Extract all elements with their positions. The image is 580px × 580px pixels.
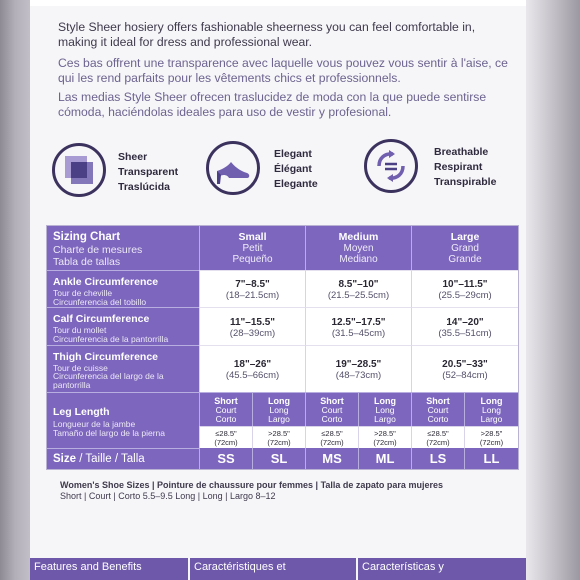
leg-length-short-header: Short Court Corto (199, 392, 252, 426)
column-large: Large Grand Grande (411, 226, 518, 270)
column-small: Small Petit Pequeño (199, 226, 305, 270)
sheer-squares-icon (52, 143, 106, 197)
leg-length-long-value: >28.5" (72cm) (358, 426, 411, 448)
calf-small-value: 11"–15.5" (28–39cm) (199, 307, 305, 345)
features-benefits-bar: Features and Benefits Caractéristiques e… (30, 558, 526, 580)
features-bar-french: Caractéristiques et (194, 561, 286, 573)
row-leg-length: Leg Length Longueur de la jambe Tamaño d… (47, 392, 199, 448)
leg-length-long-header: Long Long Largo (358, 392, 411, 426)
row-ankle-circumference: Ankle Circumference Tour de cheville Cir… (47, 270, 199, 307)
leg-length-short-value: ≤28.5" (72cm) (411, 426, 464, 448)
description-english: Style Sheer hosiery offers fashionable s… (58, 20, 476, 49)
features-bar-english: Features and Benefits (34, 561, 142, 573)
leg-length-short-header: Short Court Corto (305, 392, 358, 426)
feature-breathable-label: Breathable Respirant Transpirable (434, 146, 497, 188)
box-right-side (526, 0, 580, 580)
size-code-ml: ML (358, 448, 411, 469)
row-thigh-circumference: Thigh Circumference Tour de cuisse Circu… (47, 345, 199, 392)
thigh-large-value: 20.5"–33" (52–84cm) (411, 345, 518, 392)
leg-length-long-header: Long Long Largo (252, 392, 305, 426)
leg-length-long-value: >28.5" (72cm) (252, 426, 305, 448)
leg-length-short-value: ≤28.5" (72cm) (305, 426, 358, 448)
high-heel-shoe-icon (206, 141, 260, 195)
size-code-ll: LL (464, 448, 518, 469)
thigh-medium-value: 19"–28.5" (48–73cm) (305, 345, 411, 392)
leg-length-short-header: Short Court Corto (411, 392, 464, 426)
box-left-side (0, 0, 30, 580)
calf-medium-value: 12.5"–17.5" (31.5–45cm) (305, 307, 411, 345)
size-code-ss: SS (199, 448, 252, 469)
leg-length-long-value: >28.5" (72cm) (464, 426, 518, 448)
feature-sheer-label: Sheer Transparent Traslúcida (118, 151, 179, 193)
description-spanish: Las medias Style Sheer ofrecen traslucid… (58, 90, 487, 119)
row-size: Size / Taille / Talla (47, 448, 199, 469)
ankle-large-value: 10"–11.5" (25.5–29cm) (411, 270, 518, 307)
leg-length-short-value: ≤28.5" (72cm) (199, 426, 252, 448)
leg-length-long-header: Long Long Largo (464, 392, 518, 426)
hosiery-box-back: Style Sheer hosiery offers fashionable s… (30, 0, 526, 580)
size-code-ls: LS (411, 448, 464, 469)
sizing-chart-title: Sizing Chart Charte de mesures Tabla de … (47, 226, 199, 270)
description-french: Ces bas offrent une transparence avec la… (58, 56, 508, 85)
ankle-medium-value: 8.5"–10" (21.5–25.5cm) (305, 270, 411, 307)
calf-large-value: 14"–20" (35.5–51cm) (411, 307, 518, 345)
size-code-sl: SL (252, 448, 305, 469)
sizing-chart: Sizing Chart Charte de mesures Tabla de … (46, 225, 519, 470)
column-medium: Medium Moyen Mediano (305, 226, 411, 270)
thigh-small-value: 18"–26" (45.5–66cm) (199, 345, 305, 392)
shoe-sizes: Women's Shoe Sizes | Pointure de chaussu… (60, 480, 443, 501)
feature-elegant-label: Elegant Élégant Elegante (274, 148, 318, 190)
size-code-ms: MS (305, 448, 358, 469)
features-bar-spanish: Características y (362, 561, 444, 573)
row-calf-circumference: Calf Circumference Tour du mollet Circun… (47, 307, 199, 345)
box-top-edge (30, 0, 526, 6)
ankle-small-value: 7"–8.5" (18–21.5cm) (199, 270, 305, 307)
breathable-arrows-icon (364, 139, 418, 193)
